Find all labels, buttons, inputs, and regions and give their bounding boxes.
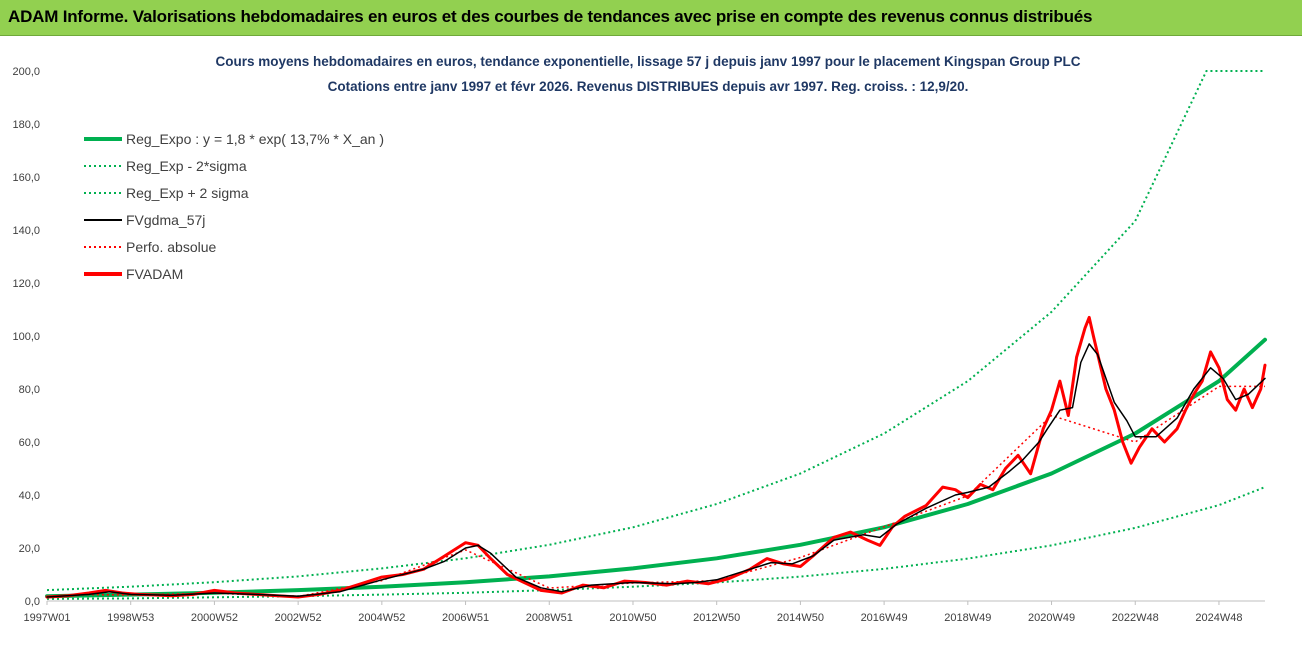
chart-title: Cours moyens hebdomadaires en euros, ten…: [216, 54, 1081, 69]
x-tick-label: 2020W49: [1028, 612, 1075, 624]
y-tick-label: 180,0: [12, 119, 40, 131]
x-tick-label: 2016W49: [861, 612, 908, 624]
y-tick-label: 20,0: [19, 543, 40, 555]
x-axis: 1997W01 1998W53 2000W52 2002W52 2004W52 2006W…: [23, 601, 1243, 624]
x-tick-label: 2024W48: [1195, 612, 1242, 624]
y-tick-label: 120,0: [12, 278, 40, 290]
y-tick-label: 160,0: [12, 172, 40, 184]
legend-label: Reg_Exp + 2 sigma: [126, 185, 249, 201]
y-tick-label: 100,0: [12, 331, 40, 343]
series-line-3: [46, 343, 1266, 598]
y-tick-label: 40,0: [19, 490, 40, 502]
y-tick-label: 200,0: [12, 66, 40, 78]
x-tick-label: 2000W52: [191, 612, 238, 624]
x-tick-label: 1998W53: [107, 612, 154, 624]
x-tick-label: 2018W49: [944, 612, 991, 624]
y-tick-label: 0,0: [25, 596, 40, 608]
y-tick-label: 140,0: [12, 225, 40, 237]
x-tick-label: 2006W51: [442, 612, 489, 624]
x-tick-label: 2014W50: [777, 612, 824, 624]
x-tick-label: 1997W01: [23, 612, 70, 624]
chart-area: Cours moyens hebdomadaires en euros, ten…: [0, 36, 1302, 653]
legend-label: FVgdma_57j: [126, 212, 205, 228]
y-tick-label: 60,0: [19, 437, 40, 449]
chart-subtitle: Cotations entre janv 1997 et févr 2026. …: [328, 79, 969, 94]
legend-label: Perfo. absolue: [126, 239, 216, 255]
series-layer: [45, 70, 1267, 600]
x-tick-label: 2022W48: [1112, 612, 1159, 624]
report-banner: ADAM Informe. Valorisations hebdomadaire…: [0, 0, 1302, 36]
series-line-0: [45, 337, 1267, 599]
report-title: ADAM Informe. Valorisations hebdomadaire…: [8, 7, 1093, 26]
x-tick-label: 2012W50: [693, 612, 740, 624]
legend-label: Reg_Exp - 2*sigma: [126, 158, 247, 174]
legend-label: Reg_Expo : y = 1,8 * exp( 13,7% * X_an ): [126, 131, 384, 147]
x-tick-label: 2004W52: [358, 612, 405, 624]
y-tick-label: 80,0: [19, 384, 40, 396]
legend: Reg_Expo : y = 1,8 * exp( 13,7% * X_an )…: [84, 131, 384, 282]
y-axis: 0,0 20,0 40,0 60,0 80,0 100,0 120,0 140,0 160,0 1…: [12, 66, 40, 608]
x-tick-label: 2010W50: [609, 612, 656, 624]
x-tick-label: 2002W52: [275, 612, 322, 624]
x-tick-label: 2008W51: [526, 612, 573, 624]
valuation-line-chart: Cours moyens hebdomadaires en euros, ten…: [0, 36, 1302, 653]
legend-label: FVADAM: [126, 266, 183, 282]
